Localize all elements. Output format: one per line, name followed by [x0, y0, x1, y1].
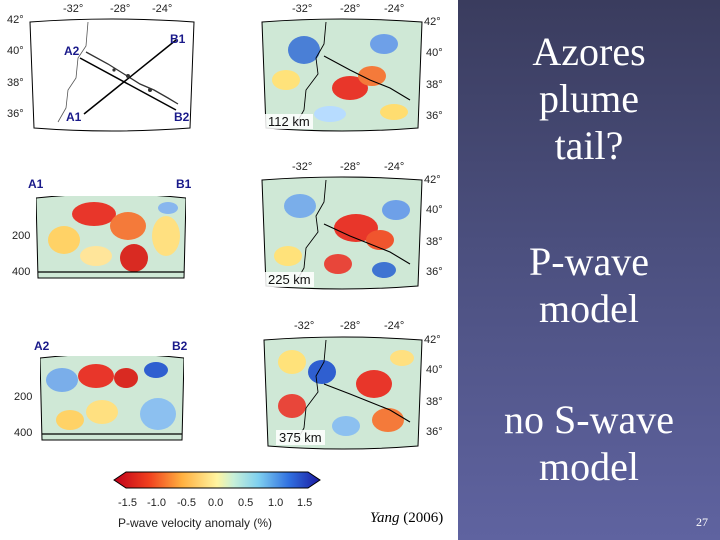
map-lat-tick: 40° — [426, 204, 443, 216]
swave-line: model — [539, 444, 639, 489]
profile-label-a2: A2 — [34, 339, 50, 353]
location-map-svg — [29, 18, 195, 132]
map-lat-tick: 36° — [426, 266, 443, 278]
map-lat-tick: 38° — [426, 79, 443, 91]
map-lon-tick: -28° — [340, 320, 361, 332]
depth-tick: 400 — [12, 266, 31, 278]
title-line: Azores — [532, 29, 646, 74]
map-lat-tick: 42° — [424, 174, 441, 186]
map-lon-tick: -32° — [292, 3, 313, 15]
map-lon-tick: -24° — [384, 161, 405, 173]
profile-label-b1: B1 — [176, 177, 192, 191]
pwave-line: model — [539, 286, 639, 331]
map-lat-tick: 42° — [7, 14, 24, 26]
depth-tick: 200 — [12, 230, 31, 242]
map-lat-tick: 38° — [426, 396, 443, 408]
profile-label-b2: B2 — [174, 110, 190, 124]
map-lon-tick: -28° — [340, 161, 361, 173]
citation-author: Yang — [370, 510, 400, 526]
colorbar-tick: -0.5 — [177, 497, 196, 509]
tomography-map-112 — [261, 18, 423, 132]
text-panel: Azores plume tail? P-wave model no S-wav… — [458, 0, 720, 540]
profile-label-b2: B2 — [172, 339, 188, 353]
colorbar-title: P-wave velocity anomaly (%) — [118, 516, 273, 530]
map-lon-tick: -32° — [63, 3, 84, 15]
colorbar-tick: -1.0 — [147, 497, 166, 509]
map-lon-tick: -32° — [294, 320, 315, 332]
tomography-map-225 — [261, 176, 423, 290]
map-lat-tick: 40° — [426, 47, 443, 59]
depth-label: 375 km — [276, 430, 325, 445]
map-lon-tick: -24° — [152, 3, 173, 15]
tomography-map-375 — [263, 336, 423, 450]
profile-label-a1: A1 — [66, 110, 82, 124]
map-lat-tick: 40° — [7, 45, 24, 57]
colorbar-svg — [113, 471, 321, 489]
swave-text: no S-wave model — [458, 396, 720, 490]
depth-label: 112 km — [265, 114, 313, 129]
map-lat-tick: 36° — [426, 110, 443, 122]
colorbar-tick: -1.5 — [118, 497, 137, 509]
map-lon-tick: -28° — [340, 3, 361, 15]
citation-year: (2006) — [399, 510, 444, 526]
map-lon-tick: -28° — [110, 3, 131, 15]
colorbar-tick: 1.0 — [268, 497, 284, 509]
map-lon-tick: -32° — [292, 161, 313, 173]
depth-tick: 400 — [14, 427, 33, 439]
swave-line: no S-wave — [504, 397, 674, 442]
slide-title: Azores plume tail? — [458, 28, 720, 169]
map-lon-tick: -24° — [384, 320, 405, 332]
title-line: plume — [539, 76, 639, 121]
profile-label-b1: B1 — [170, 32, 186, 46]
map-lat-tick: 38° — [426, 236, 443, 248]
map-lon-tick: -24° — [384, 3, 405, 15]
depth-label: 225 km — [265, 272, 314, 287]
cross-section-svg-2 — [40, 356, 184, 441]
map-lat-tick: 42° — [424, 16, 441, 28]
figure-panel: -32° -28° -24° 42° 40° 38° 36° A2 B1 A1 … — [7, 3, 444, 530]
colorbar-tick: 0.5 — [238, 497, 254, 509]
profile-label-a1: A1 — [28, 177, 44, 191]
map-lat-tick: 36° — [7, 108, 24, 120]
map-lat-tick: 36° — [426, 426, 443, 438]
colorbar-tick: 0.0 — [208, 497, 224, 509]
pwave-text: P-wave model — [458, 238, 720, 332]
profile-label-a2: A2 — [64, 44, 80, 58]
title-line: tail? — [554, 123, 624, 168]
citation: Yang (2006) — [370, 510, 443, 527]
depth-tick: 200 — [14, 391, 33, 403]
pwave-line: P-wave — [529, 239, 649, 284]
page-number: 27 — [696, 515, 708, 529]
map-lat-tick: 40° — [426, 364, 443, 376]
cross-section-svg-1 — [36, 196, 186, 279]
colorbar-tick: 1.5 — [297, 497, 313, 509]
map-lat-tick: 42° — [424, 334, 441, 346]
map-lat-tick: 38° — [7, 77, 24, 89]
